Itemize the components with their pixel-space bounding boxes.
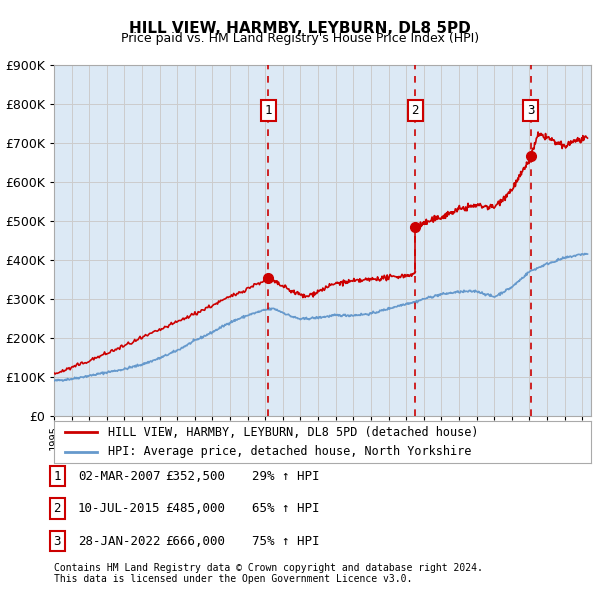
Text: Contains HM Land Registry data © Crown copyright and database right 2024.: Contains HM Land Registry data © Crown c… [54,563,483,573]
Text: £485,000: £485,000 [165,502,225,515]
Text: 1: 1 [265,104,272,117]
Text: 1: 1 [53,470,61,483]
Text: HILL VIEW, HARMBY, LEYBURN, DL8 5PD (detached house): HILL VIEW, HARMBY, LEYBURN, DL8 5PD (det… [108,425,478,438]
Bar [268,65,591,416]
Text: 2: 2 [412,104,419,117]
Text: £666,000: £666,000 [165,535,225,548]
Text: 65% ↑ HPI: 65% ↑ HPI [252,502,320,515]
Text: 29% ↑ HPI: 29% ↑ HPI [252,470,320,483]
Text: 2: 2 [53,502,61,515]
Text: HPI: Average price, detached house, North Yorkshire: HPI: Average price, detached house, Nort… [108,445,471,458]
Text: 02-MAR-2007: 02-MAR-2007 [78,470,161,483]
Text: HILL VIEW, HARMBY, LEYBURN, DL8 5PD: HILL VIEW, HARMBY, LEYBURN, DL8 5PD [129,21,471,35]
Text: This data is licensed under the Open Government Licence v3.0.: This data is licensed under the Open Gov… [54,574,412,584]
Text: Price paid vs. HM Land Registry's House Price Index (HPI): Price paid vs. HM Land Registry's House … [121,32,479,45]
Text: 3: 3 [53,535,61,548]
Text: 10-JUL-2015: 10-JUL-2015 [78,502,161,515]
Text: £352,500: £352,500 [165,470,225,483]
Text: 28-JAN-2022: 28-JAN-2022 [78,535,161,548]
Text: 3: 3 [527,104,535,117]
Text: 75% ↑ HPI: 75% ↑ HPI [252,535,320,548]
